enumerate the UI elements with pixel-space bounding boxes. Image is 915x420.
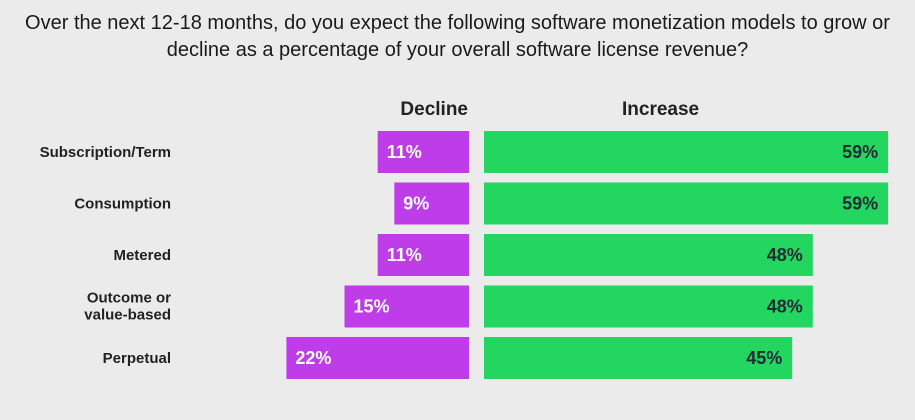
chart-title: Over the next 12-18 months, do you expec… xyxy=(25,12,890,61)
decline-value-label: 11% xyxy=(387,142,422,162)
decline-value-label: 11% xyxy=(387,245,422,265)
increase-value-label: 59% xyxy=(842,142,878,162)
decline-bar xyxy=(377,131,469,173)
decline-value-label: 15% xyxy=(354,297,390,317)
increase-bar xyxy=(484,337,793,379)
increase-bar xyxy=(484,285,813,328)
increase-header: Increase xyxy=(622,99,699,120)
decline-value-label: 22% xyxy=(295,348,331,368)
category-label: Subscription/Term xyxy=(40,144,171,161)
decline-bar xyxy=(394,182,469,225)
decline-bar xyxy=(344,285,469,328)
decline-value-label: 9% xyxy=(403,194,429,214)
decline-bar xyxy=(377,234,469,276)
category-label: Metered xyxy=(113,247,171,264)
increase-value-label: 48% xyxy=(767,297,803,317)
increase-value-label: 45% xyxy=(746,348,782,368)
category-label: Perpetual xyxy=(103,350,171,367)
increase-value-label: 59% xyxy=(842,194,878,214)
category-label: Outcome or value-based xyxy=(84,290,171,324)
increase-bar xyxy=(484,182,889,225)
decline-header: Decline xyxy=(400,99,468,120)
category-label: Consumption xyxy=(74,196,171,213)
decline-bar xyxy=(286,337,469,379)
increase-value-label: 48% xyxy=(767,245,803,265)
increase-bar xyxy=(484,234,813,276)
increase-bar xyxy=(484,131,889,173)
